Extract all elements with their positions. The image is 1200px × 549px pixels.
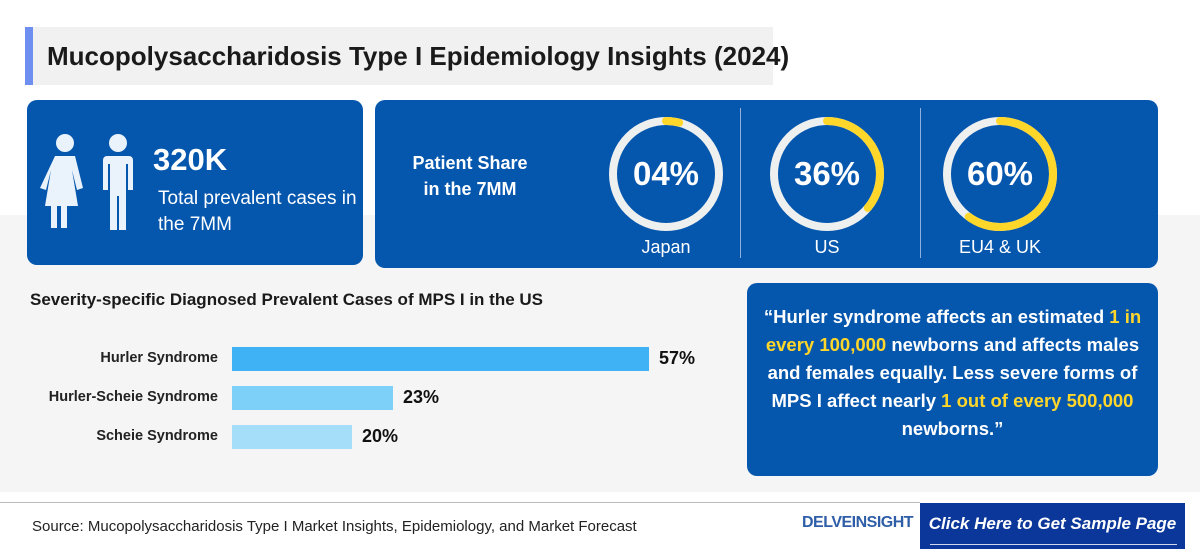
donut-arc: [943, 117, 1057, 231]
donut-1: 36%: [767, 114, 887, 234]
bar-value-label: 57%: [659, 348, 696, 368]
donut-value: 04%: [632, 155, 700, 192]
divider: [920, 108, 921, 258]
divider: [740, 108, 741, 258]
donut-value: 60%: [966, 155, 1034, 192]
donut-label: EU4 & UK: [958, 237, 1042, 257]
quote-card: “Hurler syndrome affects an estimated 1 …: [747, 283, 1158, 476]
quote-text: “Hurler syndrome affects an estimated 1 …: [763, 306, 1142, 439]
highlight: 1 out of every 500,000: [941, 390, 1134, 411]
bar: [232, 425, 352, 449]
donut-label: Japan: [641, 237, 691, 257]
donut-0: 04%: [606, 114, 726, 234]
category-label: Hurler Syndrome: [100, 350, 218, 366]
total-label: Total prevalent cases in the 7MM: [158, 188, 357, 235]
bar: [232, 386, 393, 410]
donut-arc: [770, 117, 884, 231]
highlight: 1 in every 100,000: [765, 306, 1142, 355]
title-box: Mucopolysaccharidosis Type I Epidemiolog…: [25, 27, 789, 85]
people-icon: [40, 134, 133, 230]
total-cases-card: 320K Total prevalent cases in the 7MM: [27, 100, 363, 265]
source-text: Source: Mucopolysaccharidosis Type I Mar…: [32, 518, 637, 535]
bar: [232, 347, 649, 371]
bar-value-label: 23%: [403, 387, 440, 407]
donut-2: 60%: [940, 114, 1060, 234]
donut-value: 36%: [793, 155, 861, 192]
donut-arc: [609, 117, 723, 231]
patient-share-title: Patient Share in the 7MM: [412, 153, 528, 199]
footer-divider: [0, 502, 920, 503]
chart-title: Severity-specific Diagnosed Prevalent Ca…: [30, 290, 544, 309]
total-value: 320K: [153, 142, 228, 177]
delveinsight-logo: DELVEINSIGHT: [802, 514, 914, 531]
bar-value-label: 20%: [362, 426, 399, 446]
category-label: Hurler-Scheie Syndrome: [48, 389, 218, 405]
page-title: Mucopolysaccharidosis Type I Epidemiolog…: [47, 41, 790, 71]
donut-label: US: [814, 237, 840, 257]
category-label: Scheie Syndrome: [96, 428, 218, 444]
patient-share-card: Patient Share in the 7MM 04% Japan 36% US 60…: [375, 100, 1158, 268]
get-sample-page-button[interactable]: Click Here to Get Sample Page: [920, 503, 1185, 549]
